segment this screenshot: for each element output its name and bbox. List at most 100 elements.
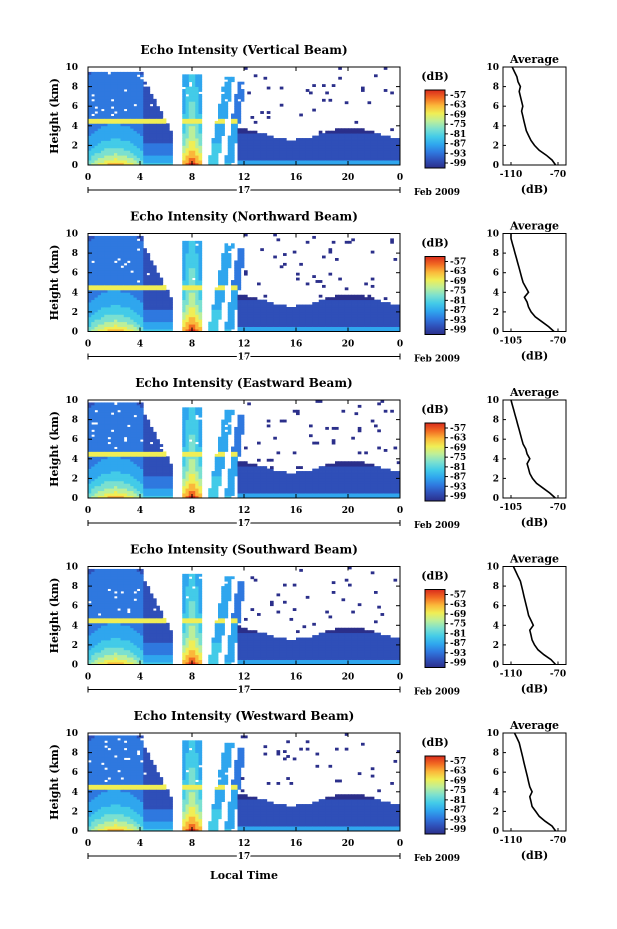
heatmap-cell [104, 81, 108, 85]
heatmap-cell [195, 324, 199, 327]
heatmap-cell [88, 321, 92, 325]
heatmap-cell [107, 289, 112, 293]
heatmap-cell [266, 145, 271, 149]
heatmap-cell [224, 101, 229, 105]
heatmap-cell [286, 147, 290, 151]
heatmap-cell [120, 458, 125, 462]
heatmap-cell [101, 250, 105, 254]
heatmap-cell [110, 116, 115, 119]
heatmap-cell [162, 130, 167, 134]
heatmap-cell [188, 130, 193, 134]
heatmap-cell [110, 128, 115, 132]
heatmap-cell [227, 319, 232, 323]
heatmap-cell [97, 89, 102, 92]
heatmap-cell [289, 157, 294, 161]
heatmap-cell [374, 316, 378, 320]
heatmap-cell [185, 162, 190, 166]
heatmap-cell [309, 304, 313, 308]
heatmap-cell [393, 150, 398, 154]
heatmap-cell [195, 292, 199, 296]
heatmap-cell [120, 436, 125, 440]
heatmap-cell [153, 123, 157, 127]
heatmap-cell [88, 434, 92, 438]
heatmap-cell [88, 426, 92, 430]
heatmap-cell [231, 321, 235, 325]
heatmap-cell [143, 147, 147, 151]
heatmap-cell [192, 106, 196, 110]
heatmap-cell [234, 133, 238, 136]
heatmap-cell [192, 113, 196, 117]
heatmap-cell [153, 480, 157, 484]
heatmap-cell [292, 147, 297, 151]
heatmap-cell [198, 118, 203, 122]
heatmap-cell [367, 319, 372, 323]
heatmap-cell [117, 495, 121, 499]
heatmap-cell [136, 297, 141, 301]
heatmap-cell [338, 138, 342, 141]
heatmap-cell [361, 142, 365, 146]
heatmap-cell [146, 490, 151, 494]
heatmap-cell [107, 429, 112, 433]
heatmap-cell [351, 311, 355, 315]
heatmap-cell [94, 434, 99, 438]
heatmap-cell [237, 138, 242, 141]
heatmap-cell [344, 130, 349, 134]
heatmap-cell [101, 319, 105, 323]
heatmap-cell [195, 316, 199, 320]
heatmap-cell [88, 272, 92, 276]
heatmap-cell [110, 446, 115, 450]
heatmap-cell [182, 76, 186, 80]
heatmap-cell [331, 138, 336, 141]
heatmap-cell [136, 284, 141, 288]
heatmap-cell [276, 162, 281, 166]
heatmap-cell [110, 478, 115, 482]
heatmap-cell [104, 324, 108, 327]
heatmap-cell [130, 294, 134, 298]
heatmap-cell [240, 150, 245, 154]
heatmap-cell [97, 294, 102, 298]
heatmap-cell [88, 280, 92, 283]
heatmap-cell [104, 71, 108, 75]
heatmap-cell [153, 326, 157, 330]
heatmap-cell [146, 260, 151, 264]
heatmap-cell [88, 123, 92, 127]
heatmap-cell [214, 314, 219, 318]
heatmap-cell [146, 142, 151, 146]
heatmap-cell [110, 316, 115, 320]
heatmap-cell [208, 157, 212, 161]
heatmap-cell [266, 307, 271, 310]
heatmap-cell [162, 488, 167, 492]
heatmap-cell [94, 89, 99, 92]
heatmap-cell [140, 422, 144, 425]
heatmap-cell [377, 162, 381, 166]
heatmap-cell [279, 329, 284, 332]
heatmap-cell [354, 140, 359, 144]
heatmap-cell [104, 235, 108, 239]
heatmap-cell [94, 307, 99, 310]
heatmap-cell [166, 294, 170, 298]
heatmap-cell [97, 429, 102, 433]
heatmap-cell [279, 162, 284, 166]
heatmap-cell [107, 297, 112, 301]
heatmap-cell [114, 157, 118, 161]
heatmap-cell [257, 145, 261, 149]
heatmap-cell [312, 309, 316, 313]
heatmap-cell [218, 142, 222, 146]
heatmap-cell [117, 74, 121, 78]
heatmap-cell [133, 436, 138, 440]
heatmap-cell [153, 488, 157, 492]
heatmap-cell [276, 319, 281, 323]
heatmap-cell [182, 284, 186, 288]
heatmap-cell [263, 321, 268, 325]
heatmap-cell [325, 130, 329, 134]
heatmap-cell [117, 145, 121, 149]
heatmap-cell [182, 106, 186, 110]
heatmap-cell [351, 321, 355, 325]
heatmap-cell [312, 321, 316, 325]
heatmap-cell [114, 471, 118, 474]
heatmap-cell [315, 145, 320, 149]
heatmap-cell [387, 302, 391, 305]
heatmap-cell [123, 446, 128, 450]
heatmap-cell [344, 160, 349, 163]
